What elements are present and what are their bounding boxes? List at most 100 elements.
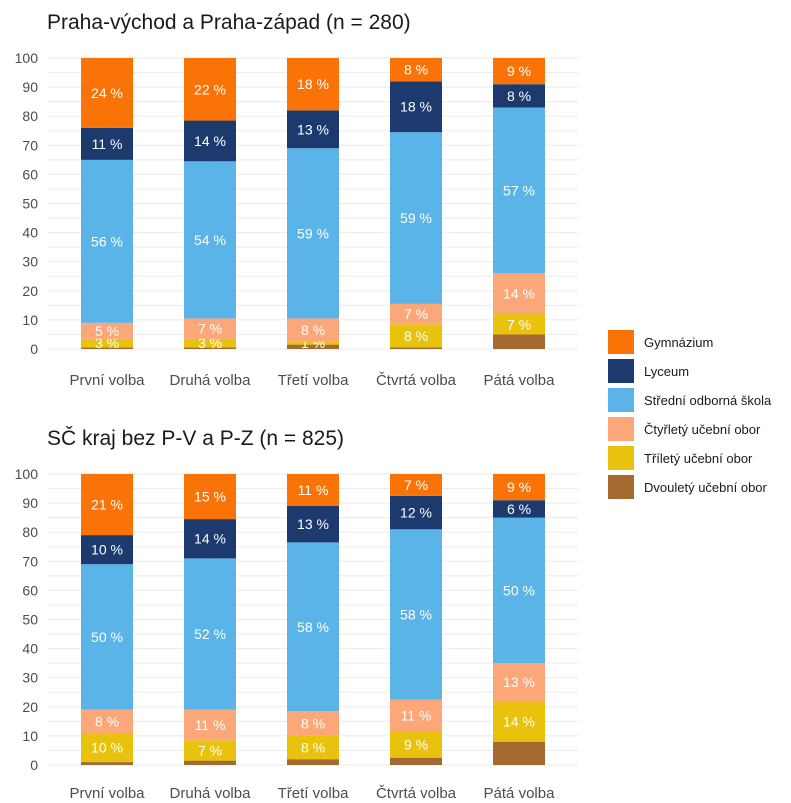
data-label: 7 % — [198, 321, 222, 337]
bar-segment — [390, 757, 442, 765]
bar-segment — [81, 127, 133, 160]
y-tick-label: 50 — [22, 612, 38, 628]
data-label: 7 % — [507, 316, 531, 332]
data-label: 14 % — [503, 713, 535, 729]
legend-swatch — [608, 475, 634, 499]
data-label: 9 % — [507, 479, 531, 495]
bar-segment — [184, 474, 236, 520]
bar-segment — [493, 84, 545, 108]
data-label: 13 % — [297, 121, 329, 137]
y-tick-label: 70 — [22, 137, 38, 153]
data-label: 59 % — [400, 210, 432, 226]
data-label: 8 % — [507, 88, 531, 104]
data-label: 21 % — [91, 497, 123, 513]
bar-segment — [81, 347, 133, 349]
data-label: 54 % — [194, 232, 226, 248]
bar-segment — [493, 741, 545, 765]
bar-segment — [81, 564, 133, 710]
y-tick-label: 40 — [22, 641, 38, 657]
bar-segment — [493, 107, 545, 274]
bar-segment — [287, 344, 339, 349]
y-tick-label: 60 — [22, 582, 38, 598]
data-label: 8 % — [404, 62, 428, 78]
legend-label: Lyceum — [644, 364, 689, 379]
bar-segment — [81, 338, 133, 348]
y-tick-label: 80 — [22, 524, 38, 540]
data-label: 8 % — [95, 713, 119, 729]
data-label: 22 % — [194, 81, 226, 97]
legend-label: Čtyřletý učební obor — [644, 422, 761, 437]
y-tick-label: 20 — [22, 283, 38, 299]
x-tick-label: Čtvrtá volba — [376, 785, 457, 802]
data-label: 10 % — [91, 740, 123, 756]
bar-segment — [390, 324, 442, 348]
legend-label: Tříletý učební obor — [644, 451, 753, 466]
bar-segment — [287, 318, 339, 342]
data-label: 13 % — [503, 674, 535, 690]
y-tick-label: 30 — [22, 254, 38, 270]
data-label: 7 % — [404, 306, 428, 322]
y-tick-label: 30 — [22, 670, 38, 686]
data-label: 13 % — [297, 516, 329, 532]
data-label: 7 % — [404, 477, 428, 493]
panel-2-plot: 0 10 20 30 40 50 60 70 80 90 100 10 % 8 % 50 % 10 % 21 … — [15, 466, 578, 802]
bar-segment — [184, 740, 236, 761]
data-label: 8 % — [301, 322, 325, 338]
bar-segment — [184, 760, 236, 765]
bar-segment — [287, 711, 339, 736]
bar-segment — [493, 314, 545, 335]
bar-segment — [287, 474, 339, 507]
y-tick-label: 10 — [22, 312, 38, 328]
data-label: 9 % — [404, 737, 428, 753]
data-label: 8 % — [404, 328, 428, 344]
bar-segment — [184, 318, 236, 339]
x-tick-label: Třetí volba — [278, 785, 350, 802]
y-tick-label: 40 — [22, 225, 38, 241]
data-label: 10 % — [91, 542, 123, 558]
x-tick-label: První volba — [69, 785, 145, 802]
bar-segment — [390, 347, 442, 349]
bar-segment — [390, 699, 442, 732]
y-tick-label: 0 — [30, 757, 38, 773]
data-label: 11 % — [298, 482, 329, 498]
bar-segment — [390, 81, 442, 133]
bar-segment — [81, 732, 133, 763]
y-tick-label: 0 — [30, 341, 38, 357]
panel-2-title: SČ kraj bez P-V a P-Z (n = 825) — [47, 427, 344, 450]
bar-segment — [287, 506, 339, 543]
bar-segment — [390, 495, 442, 530]
data-label: 11 % — [401, 708, 432, 724]
bar-segment — [184, 519, 236, 559]
legend-swatch — [608, 359, 634, 383]
bar-segment — [81, 535, 133, 565]
y-tick-label: 90 — [22, 79, 38, 95]
legend-swatch — [608, 417, 634, 441]
bar-segment — [184, 558, 236, 710]
data-label: 7 % — [198, 742, 222, 758]
bar-segment — [81, 762, 133, 765]
y-tick-label: 80 — [22, 108, 38, 124]
bar-segment — [287, 735, 339, 760]
bar-segment — [287, 542, 339, 712]
bar-segment — [287, 341, 339, 345]
y-tick-label: 60 — [22, 166, 38, 182]
panel-1-title: Praha-východ a Praha-západ (n = 280) — [47, 11, 411, 34]
bar-segment — [287, 759, 339, 765]
bar-segment — [287, 58, 339, 111]
legend-swatch — [608, 446, 634, 470]
x-tick-label: Čtvrtá volba — [376, 372, 457, 389]
data-label: 14 % — [194, 531, 226, 547]
data-label: 8 % — [301, 740, 325, 756]
bar-segment — [390, 529, 442, 700]
data-label: 52 % — [194, 626, 226, 642]
bar-segment — [184, 120, 236, 162]
bar-segment — [493, 58, 545, 85]
y-tick-label: 50 — [22, 196, 38, 212]
y-tick-label: 70 — [22, 553, 38, 569]
bar-segment — [184, 338, 236, 348]
data-label: 8 % — [301, 716, 325, 732]
bar-segment — [81, 474, 133, 536]
data-label: 9 % — [507, 63, 531, 79]
data-label: 18 % — [297, 76, 329, 92]
